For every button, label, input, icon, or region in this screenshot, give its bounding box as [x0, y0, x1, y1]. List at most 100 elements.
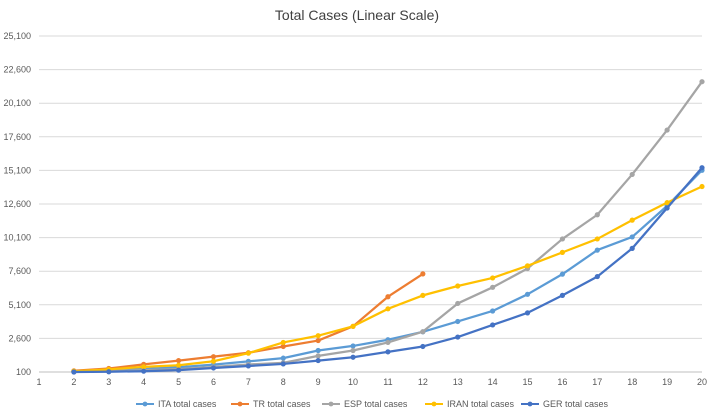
data-point: [524, 310, 531, 316]
data-point: [350, 323, 356, 329]
x-tick-label: 9: [316, 377, 321, 387]
data-point: [594, 212, 600, 218]
data-point: [490, 308, 496, 314]
data-point: [594, 247, 600, 253]
data-point: [699, 79, 705, 85]
x-tick-label: 20: [697, 377, 707, 387]
data-point: [141, 364, 147, 370]
data-point: [629, 217, 635, 223]
data-point: [280, 355, 286, 361]
data-point: [315, 347, 321, 354]
x-tick-label: 14: [488, 377, 498, 387]
y-tick-label: 2,600: [8, 333, 31, 343]
series-line: [73, 272, 424, 372]
data-point: [315, 357, 321, 364]
data-point: [524, 291, 531, 297]
x-tick-label: 15: [523, 377, 533, 387]
legend-label: IRAN total cases: [447, 399, 515, 409]
y-tick-label: 20,100: [3, 98, 31, 108]
data-point: [385, 349, 391, 355]
data-point: [210, 358, 217, 364]
data-point: [490, 284, 496, 290]
legend-marker: [328, 401, 334, 407]
data-point: [175, 367, 182, 373]
x-tick-label: 5: [176, 377, 181, 387]
data-point: [245, 350, 251, 356]
data-point: [385, 339, 391, 346]
data-point: [664, 200, 670, 206]
data-point: [629, 171, 635, 178]
y-tick-label: 5,100: [8, 300, 31, 310]
data-point: [420, 329, 426, 335]
data-point: [420, 343, 426, 350]
data-point: [420, 271, 426, 277]
data-point: [280, 339, 286, 346]
data-point: [455, 283, 461, 289]
data-point: [315, 333, 321, 339]
x-tick-label: 13: [453, 377, 463, 387]
data-point: [315, 353, 321, 359]
data-point: [629, 245, 635, 251]
x-tick-label: 1: [36, 377, 41, 387]
data-point: [350, 343, 356, 349]
x-tick-label: 4: [141, 377, 146, 387]
data-point: [699, 165, 705, 171]
x-tick-label: 8: [281, 377, 286, 387]
data-point: [664, 127, 670, 133]
legend-marker: [431, 401, 437, 407]
x-tick-label: 19: [662, 377, 672, 387]
legend-label: GER total cases: [543, 399, 609, 409]
data-point: [245, 363, 251, 369]
legend-marker: [237, 401, 243, 407]
gridlines: [39, 35, 702, 373]
data-point: [106, 369, 112, 375]
series-line: [73, 81, 703, 373]
data-point: [594, 236, 600, 242]
x-tick-label: 6: [211, 377, 216, 387]
data-point: [175, 362, 182, 368]
legend: ITA total cases TR total cases ESP total c…: [136, 399, 609, 409]
x-tick-label: 18: [627, 377, 637, 387]
legend-label: ESP total cases: [344, 399, 408, 409]
data-point: [699, 183, 705, 190]
legend-label: ITA total cases: [158, 399, 217, 409]
data-point: [490, 322, 496, 328]
x-tick-label: 2: [71, 377, 76, 387]
legend-marker: [142, 401, 148, 407]
data-point: [385, 306, 391, 312]
data-point: [455, 334, 461, 340]
y-tick-label: 17,600: [3, 132, 31, 142]
x-tick-label: 7: [246, 377, 251, 387]
data-point: [175, 357, 182, 364]
y-tick-label: 22,600: [3, 65, 31, 75]
data-point: [559, 292, 566, 298]
y-tick-label: 10,100: [3, 233, 31, 243]
data-point: [141, 368, 147, 374]
data-point: [210, 354, 217, 360]
x-tick-label: 17: [592, 377, 602, 387]
data-point: [594, 273, 600, 280]
x-axis: 1 2 3 4 5 6 7 8 9 10 11 12 13 14 15 16 17 18 19 20: [36, 377, 707, 387]
x-tick-label: 16: [557, 377, 567, 387]
x-tick-label: 12: [418, 377, 428, 387]
data-point: [315, 337, 321, 344]
data-point: [559, 271, 566, 277]
data-point: [385, 294, 391, 300]
data-point: [664, 205, 670, 211]
chart-title: Total Cases (Linear Scale): [275, 7, 439, 23]
x-tick-label: 3: [106, 377, 111, 387]
data-point: [629, 234, 635, 240]
series-group: [71, 79, 705, 375]
y-tick-label: 25,100: [3, 31, 31, 41]
data-point: [71, 369, 77, 375]
y-tick-label: 12,600: [3, 199, 31, 209]
legend-label: TR total cases: [253, 399, 311, 409]
data-point: [350, 347, 356, 354]
y-tick-label: 100: [16, 367, 31, 377]
data-point: [559, 236, 566, 242]
x-tick-label: 10: [348, 377, 358, 387]
data-point: [455, 318, 461, 325]
data-point: [420, 292, 426, 298]
y-tick-label: 15,100: [3, 165, 31, 175]
data-point: [455, 300, 461, 307]
